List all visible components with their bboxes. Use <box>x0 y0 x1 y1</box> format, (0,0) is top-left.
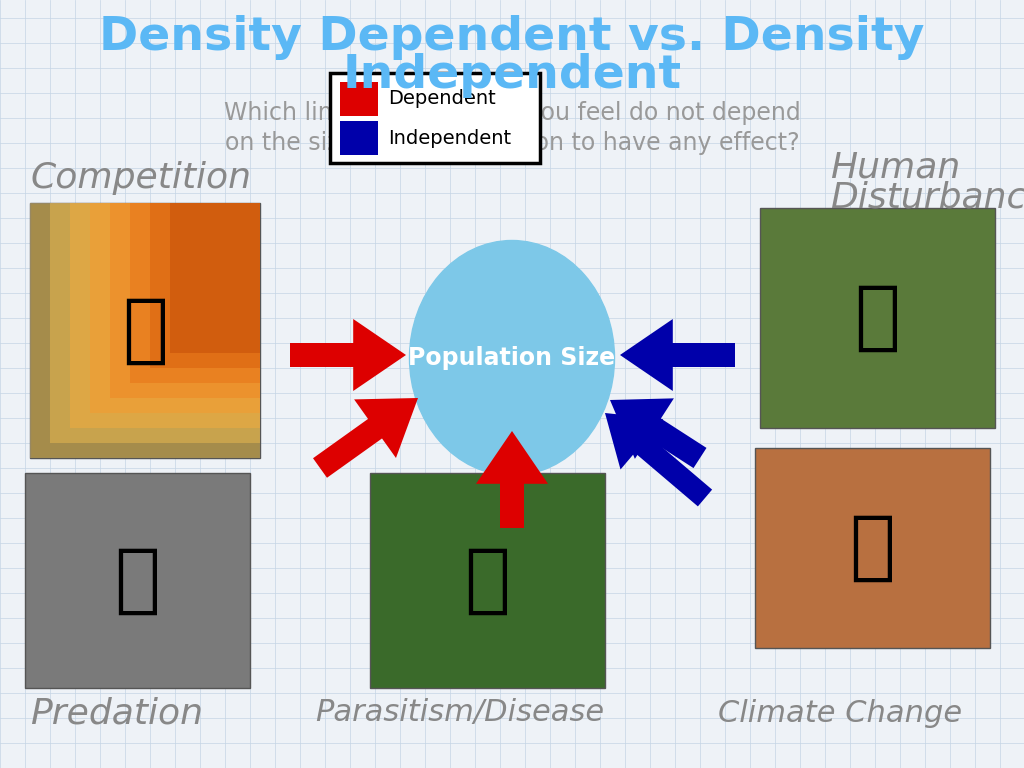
Bar <box>370 473 605 688</box>
Text: Dependent: Dependent <box>388 90 496 108</box>
Text: Population Size: Population Size <box>409 346 615 370</box>
Polygon shape <box>620 319 735 391</box>
Text: Human: Human <box>830 151 961 185</box>
Bar <box>90 203 260 413</box>
Bar <box>150 203 260 368</box>
Text: Competition: Competition <box>30 161 251 195</box>
Text: Disturbances: Disturbances <box>830 181 1024 215</box>
Text: Predation: Predation <box>30 696 203 730</box>
Polygon shape <box>313 398 418 478</box>
Polygon shape <box>610 399 707 468</box>
Text: on the size of the population to have any effect?: on the size of the population to have an… <box>224 131 800 155</box>
Bar <box>30 203 260 458</box>
FancyBboxPatch shape <box>330 73 540 163</box>
Bar <box>30 203 260 458</box>
Bar <box>170 203 260 353</box>
Polygon shape <box>476 431 548 528</box>
Polygon shape <box>290 319 406 391</box>
Bar <box>340 82 378 116</box>
Ellipse shape <box>410 240 614 475</box>
Bar <box>130 203 260 383</box>
Text: 🦅: 🦅 <box>114 544 160 618</box>
Bar <box>340 121 378 155</box>
Text: 🌵: 🌵 <box>849 511 895 585</box>
Text: 🐛: 🐛 <box>464 544 510 618</box>
Polygon shape <box>605 413 712 506</box>
Text: Independent: Independent <box>342 52 682 98</box>
Text: 🌄: 🌄 <box>854 281 900 355</box>
Text: Parasitism/Disease: Parasitism/Disease <box>315 699 604 727</box>
Bar <box>70 203 260 428</box>
Bar <box>25 473 250 688</box>
Text: Density Dependent vs. Density: Density Dependent vs. Density <box>99 15 925 61</box>
Bar <box>755 448 990 648</box>
Bar <box>50 203 260 443</box>
Text: Which limiting factors do you feel do not depend: Which limiting factors do you feel do no… <box>223 101 801 125</box>
Text: Independent: Independent <box>388 128 511 147</box>
Bar <box>760 208 995 428</box>
Text: Climate Change: Climate Change <box>718 699 963 727</box>
Bar <box>110 203 260 398</box>
Text: 🪲: 🪲 <box>122 294 168 368</box>
